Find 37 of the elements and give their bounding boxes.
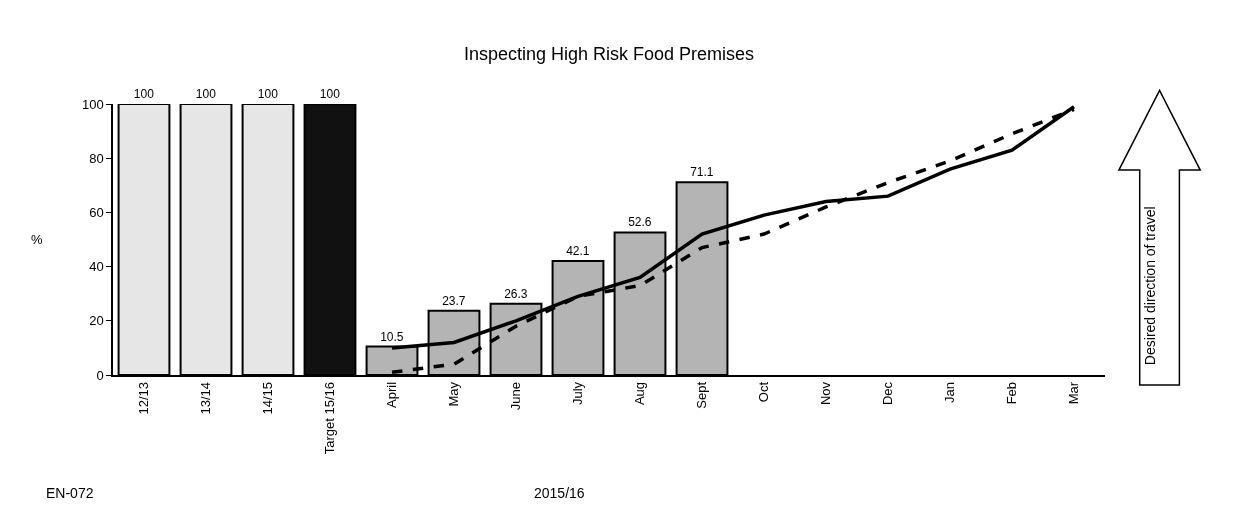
- data-label: 23.7: [442, 293, 466, 308]
- x-tick-label: 14/15: [260, 381, 276, 415]
- x-tick-label: Feb: [1004, 381, 1020, 405]
- y-tick-label: 80: [89, 150, 104, 166]
- data-label: 42.1: [566, 243, 590, 258]
- data-label: 52.6: [628, 215, 652, 230]
- x-tick-label: Sept: [694, 381, 710, 409]
- data-label: 71.1: [690, 165, 714, 180]
- data-label: 100: [319, 87, 341, 101]
- y-axis-title: %: [31, 232, 43, 247]
- x-axis-title: 2015/16: [534, 485, 585, 501]
- text: EN-072: [46, 485, 94, 501]
- x-tick-label: Dec: [880, 381, 896, 406]
- data-label: 10.5: [380, 329, 404, 344]
- y-tick-label: 0: [96, 367, 104, 383]
- x-tick-label: Aug: [632, 381, 648, 406]
- text: Desired direction of travel: [1141, 206, 1158, 366]
- chart-title: Inspecting High Risk Food Premises: [464, 44, 755, 64]
- x-tick-label: 12/13: [136, 381, 152, 415]
- data-label: 100: [133, 87, 155, 101]
- y-tick-label: 40: [89, 259, 104, 275]
- y-tick-label: 60: [89, 204, 104, 220]
- data-label: 26.3: [504, 286, 528, 301]
- x-tick-label: Jan: [942, 381, 958, 403]
- x-tick-label: June: [508, 381, 524, 411]
- x-tick-label: Mar: [1066, 381, 1082, 405]
- data-label: 100: [195, 87, 217, 101]
- x-tick-label: Oct: [756, 381, 772, 403]
- x-tick-label: Target 15/16: [322, 381, 338, 455]
- y-tick-label: 20: [89, 313, 104, 329]
- x-tick-label: 13/14: [198, 381, 214, 415]
- x-tick-label: July: [570, 381, 586, 406]
- x-tick-label: Nov: [818, 381, 834, 406]
- x-tick-label: April: [384, 381, 400, 408]
- y-tick-label: 100: [81, 96, 104, 112]
- x-tick-label: May: [446, 381, 462, 407]
- data-label: 100: [257, 87, 279, 101]
